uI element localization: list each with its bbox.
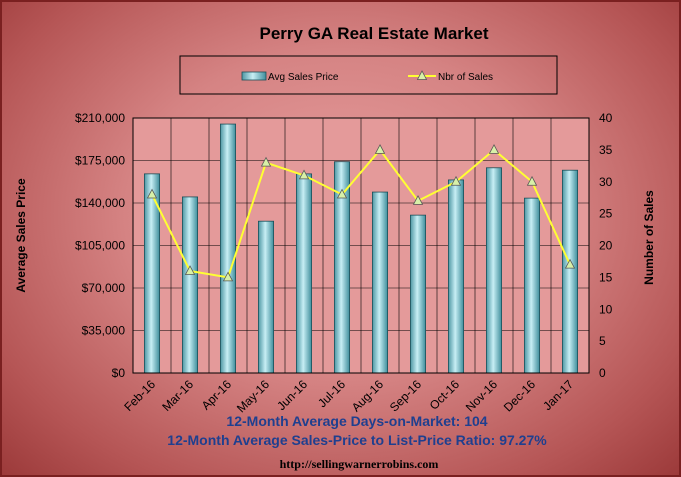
x-tick-label: Nov-16 — [463, 377, 500, 414]
y2-axis-label: Number of Sales — [642, 190, 656, 285]
plot-border — [132, 117, 590, 374]
y2-tick-label: 15 — [599, 270, 613, 284]
y2-tick-label: 20 — [599, 239, 613, 253]
line-marker — [374, 144, 386, 154]
y2-tick-label: 0 — [599, 366, 606, 380]
legend-label-bar: Avg Sales Price — [268, 72, 339, 83]
y2-axis-ticks: 0 5 10 15 20 25 30 35 40 — [599, 111, 613, 380]
y2-tick-label: 40 — [599, 111, 613, 125]
line-series — [146, 144, 576, 282]
bar — [485, 167, 502, 374]
line-marker — [488, 144, 500, 154]
y-axis-label: Average Sales Price — [14, 178, 28, 293]
bar — [371, 191, 388, 374]
chart-title: Perry GA Real Estate Market — [260, 24, 489, 43]
y2-tick-label: 30 — [599, 175, 613, 189]
bar — [524, 197, 541, 374]
y2-tick-label: 35 — [599, 143, 613, 157]
x-tick-label: Oct-16 — [427, 377, 463, 413]
y2-tick-label: 10 — [599, 302, 613, 316]
line-marker — [184, 265, 196, 275]
y-tick-label: $175,000 — [75, 154, 125, 168]
y-axis-ticks: $0 $35,000 $70,000 $105,000 $140,000 $175,000… — [75, 111, 125, 380]
bar-series — [143, 123, 579, 374]
line-marker — [260, 156, 272, 167]
axes — [132, 117, 590, 374]
bar — [447, 179, 464, 374]
x-tick-label: Dec-16 — [501, 377, 538, 414]
line-marker — [564, 258, 576, 269]
y-tick-label: $70,000 — [82, 281, 126, 295]
bar — [295, 173, 312, 374]
x-tick-label: Feb-16 — [121, 377, 158, 414]
website-url: http://sellingwarnerrobins.com — [280, 457, 439, 471]
days-on-market-text: 12-Month Average Days-on-Market: 104 — [226, 413, 487, 429]
legend: Avg Sales Price Nbr of Sales — [241, 70, 493, 83]
y2-tick-label: 5 — [599, 334, 606, 348]
x-axis-ticks: Feb-16 Mar-16 Apr-16 May-16 Jun-16 Jul-16 Aug-… — [121, 377, 576, 415]
x-tick-label: Jan-17 — [540, 377, 576, 413]
x-tick-label: Sep-16 — [387, 377, 424, 414]
line-marker — [450, 175, 462, 186]
line-marker — [222, 271, 234, 282]
legend-box — [179, 55, 558, 95]
line-marker — [336, 188, 348, 199]
x-tick-label: Jul-16 — [315, 377, 348, 410]
x-tick-label: Apr-16 — [199, 377, 235, 413]
bar — [257, 220, 274, 374]
x-tick-label: Aug-16 — [349, 377, 386, 414]
legend-swatch-bar — [241, 71, 267, 81]
line-marker — [146, 188, 158, 199]
line-marker — [412, 195, 424, 205]
y2-tick-label: 25 — [599, 207, 613, 221]
bar — [181, 196, 198, 374]
y-tick-label: $210,000 — [75, 111, 125, 125]
price-ratio-text: 12-Month Average Sales-Price to List-Pri… — [167, 432, 547, 448]
y-tick-label: $35,000 — [82, 324, 126, 338]
legend-label-line: Nbr of Sales — [438, 72, 493, 83]
x-tick-label: Jun-16 — [274, 377, 310, 413]
line-marker — [526, 175, 538, 186]
legend-marker-line — [416, 70, 428, 80]
bar — [409, 214, 426, 374]
y-tick-label: $105,000 — [75, 239, 125, 253]
x-tick-label: May-16 — [234, 377, 272, 415]
sales-count-line — [151, 148, 571, 279]
line-marker — [298, 169, 310, 180]
bar — [219, 123, 236, 374]
y-tick-label: $140,000 — [75, 196, 125, 210]
bar — [562, 169, 579, 374]
x-tick-label: Mar-16 — [159, 377, 196, 414]
y-tick-label: $0 — [112, 366, 126, 380]
